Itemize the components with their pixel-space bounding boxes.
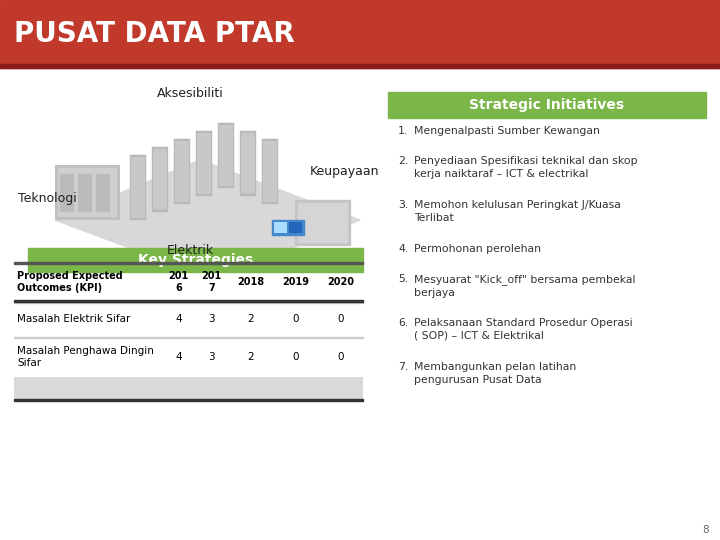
Text: 2: 2 [247, 314, 254, 325]
Text: 4.: 4. [398, 244, 408, 254]
Text: 2019: 2019 [282, 277, 309, 287]
Text: Key Strategies: Key Strategies [138, 253, 253, 267]
Bar [388, 92, 706, 118]
Text: Membangunkan pelan latihan
pengurusan Pusat Data: Membangunkan pelan latihan pengurusan Pu… [414, 362, 576, 385]
Bar [153, 149, 167, 210]
Text: 0: 0 [337, 314, 343, 325]
Text: Permohonan perolehan: Permohonan perolehan [414, 244, 541, 254]
Bar [274, 222, 287, 233]
Bar [60, 174, 74, 212]
Text: Masalah Penghawa Dingin
Sifar: Masalah Penghawa Dingin Sifar [17, 346, 154, 368]
Bar [219, 125, 233, 186]
Text: Mesyuarat "Kick_off" bersama pembekal
berjaya: Mesyuarat "Kick_off" bersama pembekal be… [414, 274, 636, 298]
Text: 2: 2 [247, 352, 254, 362]
Bar [0, 64, 720, 68]
Text: 201
7: 201 7 [202, 271, 222, 293]
Text: 2018: 2018 [237, 277, 264, 287]
Bar [174, 139, 190, 204]
Text: 6.: 6. [398, 318, 408, 328]
Text: 3: 3 [208, 314, 215, 325]
Text: Mengenalpasti Sumber Kewangan: Mengenalpasti Sumber Kewangan [414, 126, 600, 136]
Bar [14, 300, 363, 302]
Text: 2020: 2020 [327, 277, 354, 287]
Bar [14, 337, 363, 377]
Text: Teknologi: Teknologi [18, 192, 77, 205]
Bar [78, 174, 92, 212]
Bar [58, 168, 117, 217]
Bar [55, 165, 120, 220]
Bar [263, 141, 277, 202]
Bar [241, 133, 255, 194]
Text: 3.: 3. [398, 200, 408, 210]
Text: Aksesibiliti: Aksesibiliti [157, 87, 223, 100]
Text: 5.: 5. [398, 274, 408, 284]
Text: 7.: 7. [398, 362, 408, 372]
Text: 4: 4 [175, 314, 182, 325]
Text: Pelaksanaan Standard Prosedur Operasi
( SOP) – ICT & Elektrikal: Pelaksanaan Standard Prosedur Operasi ( … [414, 318, 633, 341]
Bar [14, 302, 363, 303]
Text: 8: 8 [703, 525, 709, 535]
Text: Penyediaan Spesifikasi teknikal dan skop
kerja naiktaraf – ICT & electrikal: Penyediaan Spesifikasi teknikal dan skop… [414, 156, 638, 179]
Bar [175, 141, 189, 202]
Text: Keupayaan: Keupayaan [310, 165, 379, 178]
Bar [240, 131, 256, 196]
Text: Masalah Elektrik Sifar: Masalah Elektrik Sifar [17, 314, 130, 325]
Bar [130, 155, 146, 220]
Bar [14, 262, 363, 264]
Text: 0: 0 [292, 352, 299, 362]
Text: Memohon kelulusan Peringkat J/Kuasa
Terlibat: Memohon kelulusan Peringkat J/Kuasa Terl… [414, 200, 621, 223]
Bar [14, 264, 363, 300]
Text: 1.: 1. [398, 126, 408, 136]
Text: PUSAT DATA PTAR: PUSAT DATA PTAR [14, 20, 294, 48]
Bar [295, 200, 350, 245]
Bar [388, 118, 706, 512]
Bar [272, 220, 304, 235]
Text: 0: 0 [292, 314, 299, 325]
Bar [14, 399, 363, 401]
Bar [28, 248, 363, 272]
Text: 2.: 2. [398, 156, 408, 166]
Bar [197, 133, 211, 194]
Bar [262, 139, 278, 204]
Bar [131, 157, 145, 218]
Bar [0, 68, 720, 540]
Bar [152, 147, 168, 212]
Bar [298, 203, 347, 242]
Bar [14, 302, 363, 337]
Text: 3: 3 [208, 352, 215, 362]
Bar [96, 174, 110, 212]
Bar [14, 337, 363, 338]
Bar [218, 123, 234, 188]
Text: Elektrik: Elektrik [166, 244, 214, 257]
Bar [14, 377, 363, 401]
Bar [289, 222, 302, 233]
Bar [196, 131, 212, 196]
Text: 201
6: 201 6 [168, 271, 189, 293]
Bar [0, 0, 720, 68]
Text: Strategic Initiatives: Strategic Initiatives [469, 98, 624, 112]
Text: Proposed Expected
Outcomes (KPI): Proposed Expected Outcomes (KPI) [17, 271, 122, 293]
Text: 0: 0 [337, 352, 343, 362]
Polygon shape [55, 160, 360, 280]
Text: 4: 4 [175, 352, 182, 362]
